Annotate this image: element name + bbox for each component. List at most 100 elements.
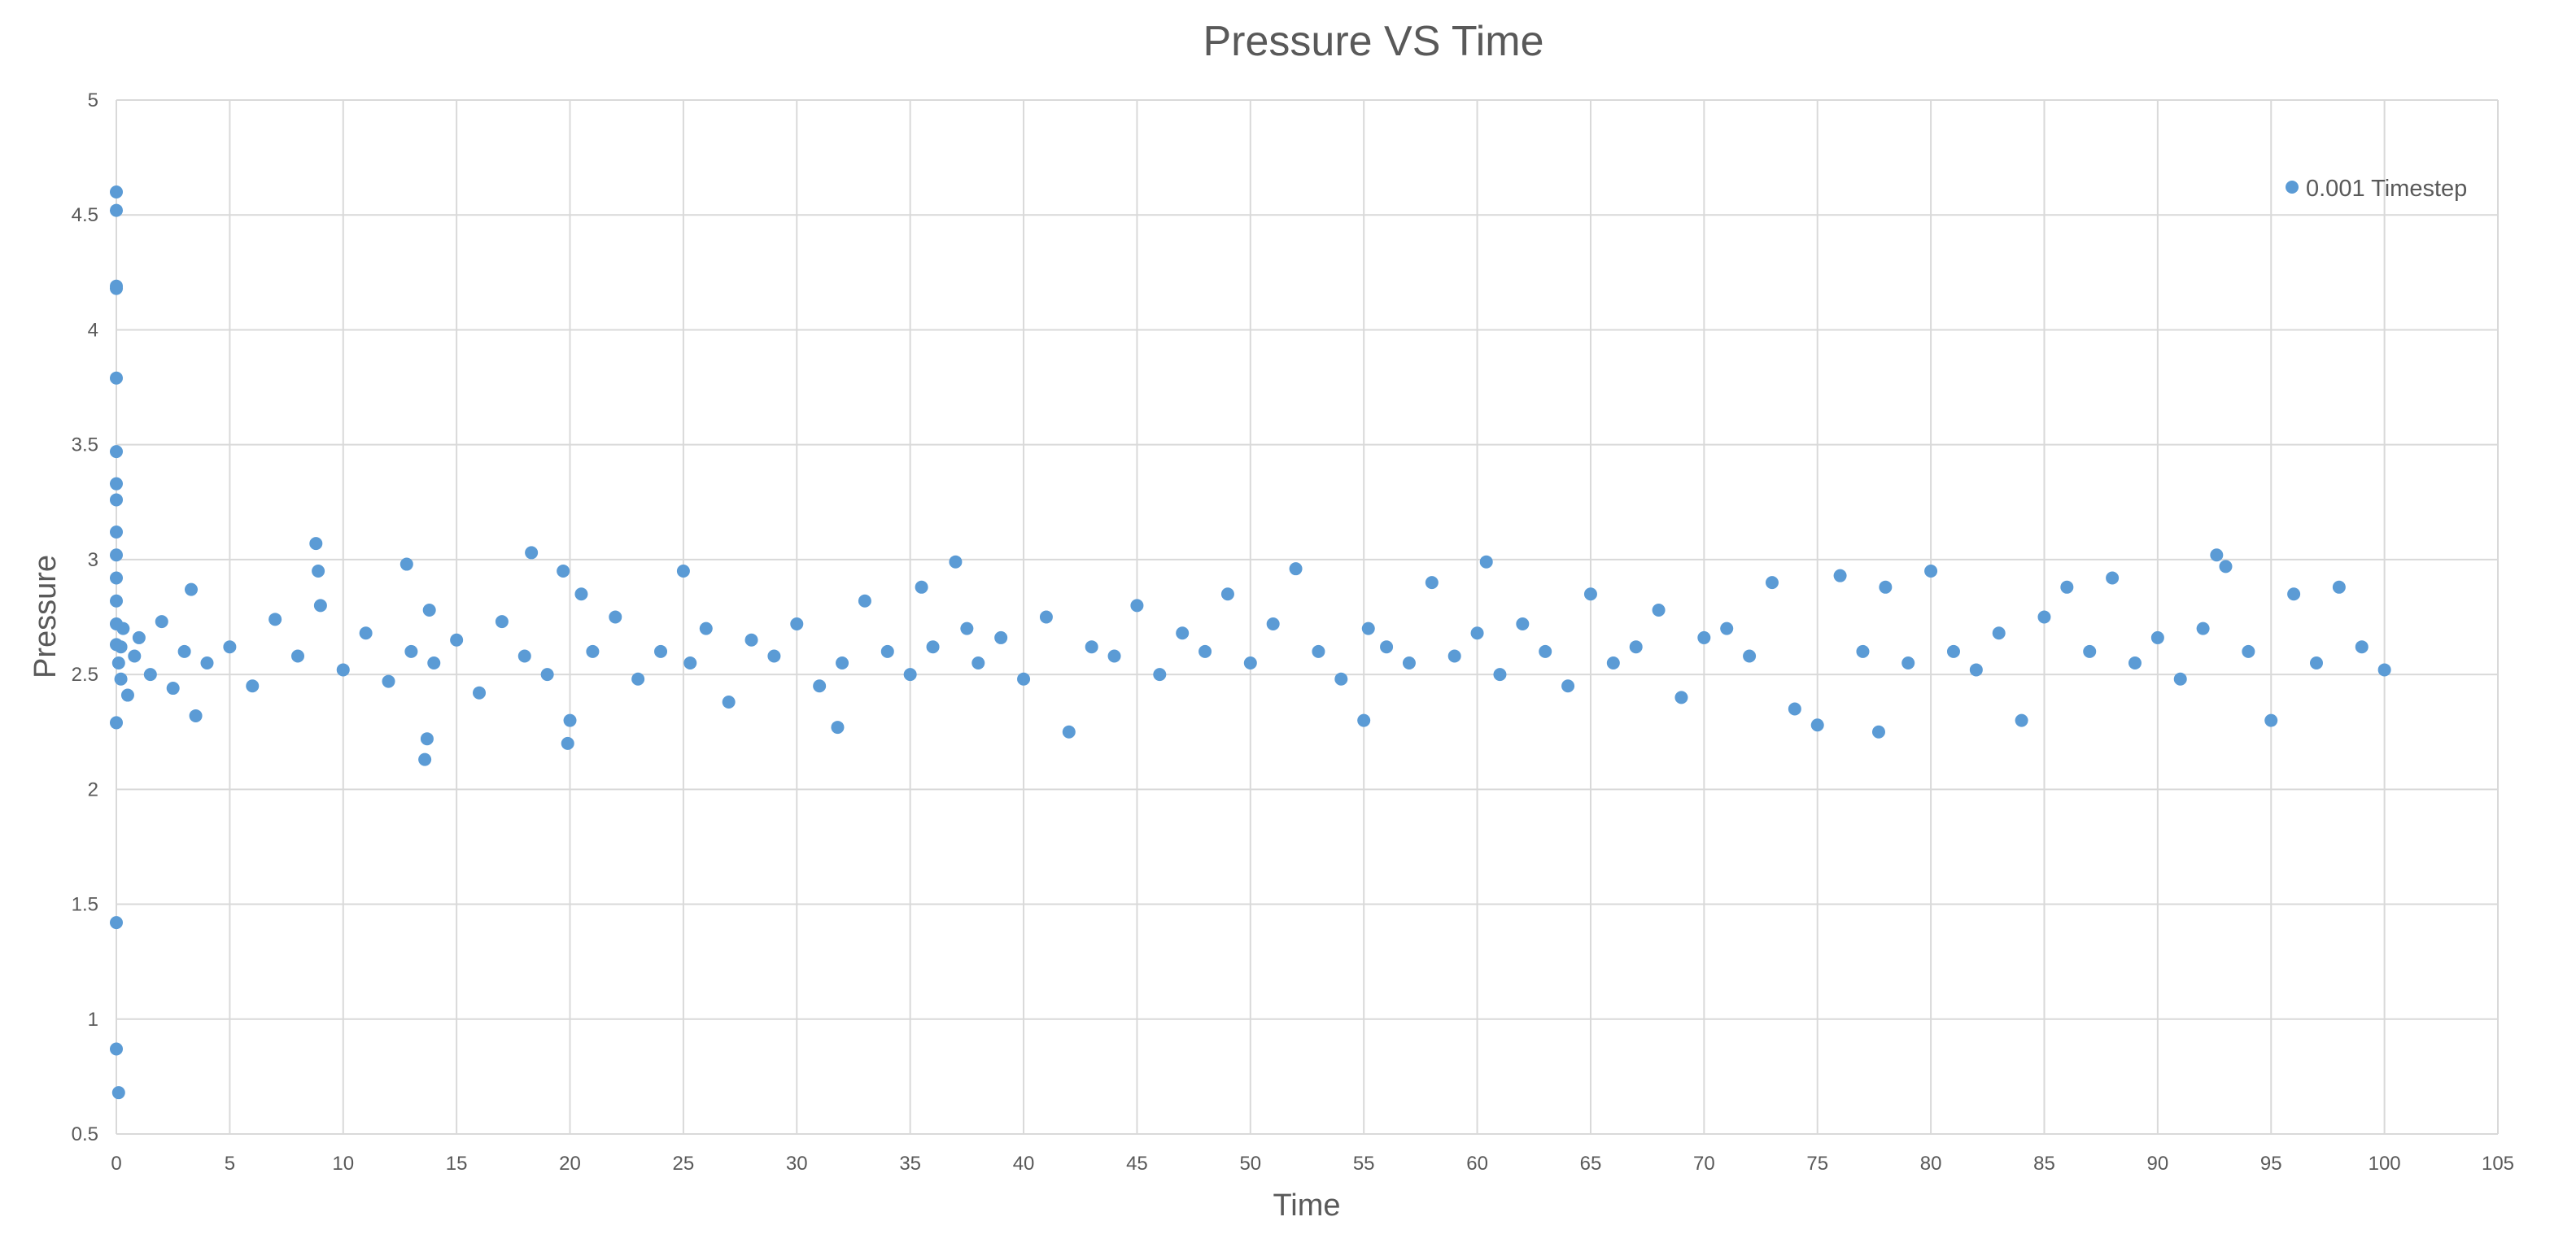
data-point <box>1130 599 1144 613</box>
y-tick-label: 4 <box>88 319 98 341</box>
data-point <box>111 656 125 669</box>
data-point <box>1289 562 1303 576</box>
data-point <box>2060 580 2074 594</box>
data-point <box>1833 569 1847 582</box>
x-tick-label: 0 <box>111 1153 121 1175</box>
data-point <box>223 640 237 654</box>
x-axis-title: Time <box>1273 1188 1340 1223</box>
x-tick-label: 45 <box>1126 1153 1148 1175</box>
data-point <box>1879 580 1893 594</box>
data-point <box>2309 656 2323 669</box>
data-point <box>994 630 1008 644</box>
x-tick-label: 25 <box>673 1153 695 1175</box>
series-points <box>110 185 2391 1100</box>
data-point <box>1176 626 1190 640</box>
data-point <box>404 644 418 658</box>
data-point <box>110 477 123 491</box>
data-point <box>495 615 509 629</box>
data-point <box>609 610 622 624</box>
x-tick-label: 50 <box>1239 1153 1261 1175</box>
data-point <box>114 672 128 686</box>
data-point <box>2173 672 2187 686</box>
data-point <box>184 582 198 596</box>
data-point <box>110 916 123 930</box>
x-tick-label: 70 <box>1693 1153 1715 1175</box>
data-point <box>269 613 282 626</box>
data-point <box>1561 679 1575 693</box>
data-point <box>1871 725 1885 739</box>
data-point <box>744 633 758 647</box>
x-tick-label: 90 <box>2147 1153 2169 1175</box>
data-point <box>2264 713 2278 727</box>
y-tick-label: 3.5 <box>72 434 98 456</box>
x-tick-label: 55 <box>1353 1153 1375 1175</box>
data-point <box>926 640 940 654</box>
data-point <box>1856 644 1870 658</box>
data-point <box>813 679 827 693</box>
x-tick-label: 20 <box>559 1153 581 1175</box>
data-point <box>1697 630 1711 644</box>
data-point <box>1425 576 1439 590</box>
data-point <box>110 525 123 539</box>
data-point <box>1312 644 1325 658</box>
x-tick-label: 30 <box>786 1153 808 1175</box>
y-tick-label: 1.5 <box>72 894 98 916</box>
data-point <box>177 644 191 658</box>
data-point <box>114 640 128 654</box>
data-point <box>1743 649 1757 663</box>
y-axis-title: Pressure <box>28 555 63 678</box>
data-point <box>120 688 134 702</box>
legend-label: 0.001 Timestep <box>2306 176 2467 202</box>
data-point <box>1969 663 1983 677</box>
data-point <box>1652 604 1666 617</box>
data-point <box>110 1042 123 1056</box>
data-point <box>420 732 434 746</box>
data-point <box>1901 656 1915 669</box>
x-tick-label: 5 <box>225 1153 235 1175</box>
data-point <box>1334 672 1348 686</box>
data-point <box>1198 644 1212 658</box>
data-point <box>2083 644 2097 658</box>
data-point <box>2128 656 2142 669</box>
data-point <box>540 668 554 682</box>
y-tick-label: 5 <box>88 89 98 111</box>
data-point <box>336 663 350 677</box>
data-point <box>1674 691 1688 704</box>
data-point <box>1539 644 1552 658</box>
data-point <box>1107 649 1121 663</box>
data-point <box>1493 668 1507 682</box>
data-point <box>166 682 180 696</box>
data-point <box>880 644 894 658</box>
data-point <box>563 713 577 727</box>
data-point <box>111 1086 125 1100</box>
y-tick-label: 0.5 <box>72 1123 98 1145</box>
data-point <box>971 656 985 669</box>
data-point <box>128 649 142 663</box>
x-tick-label: 60 <box>1466 1153 1488 1175</box>
data-point <box>418 752 432 766</box>
data-point <box>631 672 645 686</box>
data-point <box>1470 626 1484 640</box>
data-point <box>683 656 697 669</box>
data-point <box>1720 622 1734 635</box>
x-tick-label: 95 <box>2260 1153 2282 1175</box>
data-point <box>110 203 123 217</box>
data-point <box>399 557 413 571</box>
data-point <box>110 445 123 459</box>
data-point <box>1266 617 1280 630</box>
data-point <box>359 626 373 640</box>
y-tick-label: 4.5 <box>72 204 98 226</box>
data-point <box>155 615 168 629</box>
data-point <box>110 185 123 198</box>
x-tick-label: 85 <box>2033 1153 2055 1175</box>
data-point <box>1153 668 1167 682</box>
data-point <box>473 686 487 700</box>
data-point <box>189 709 203 722</box>
data-point <box>110 493 123 507</box>
data-point <box>2355 640 2369 654</box>
x-tick-label: 105 <box>2482 1153 2514 1175</box>
data-point <box>1447 649 1461 663</box>
data-point <box>382 674 395 688</box>
data-point <box>2287 587 2301 601</box>
data-point <box>699 622 713 635</box>
